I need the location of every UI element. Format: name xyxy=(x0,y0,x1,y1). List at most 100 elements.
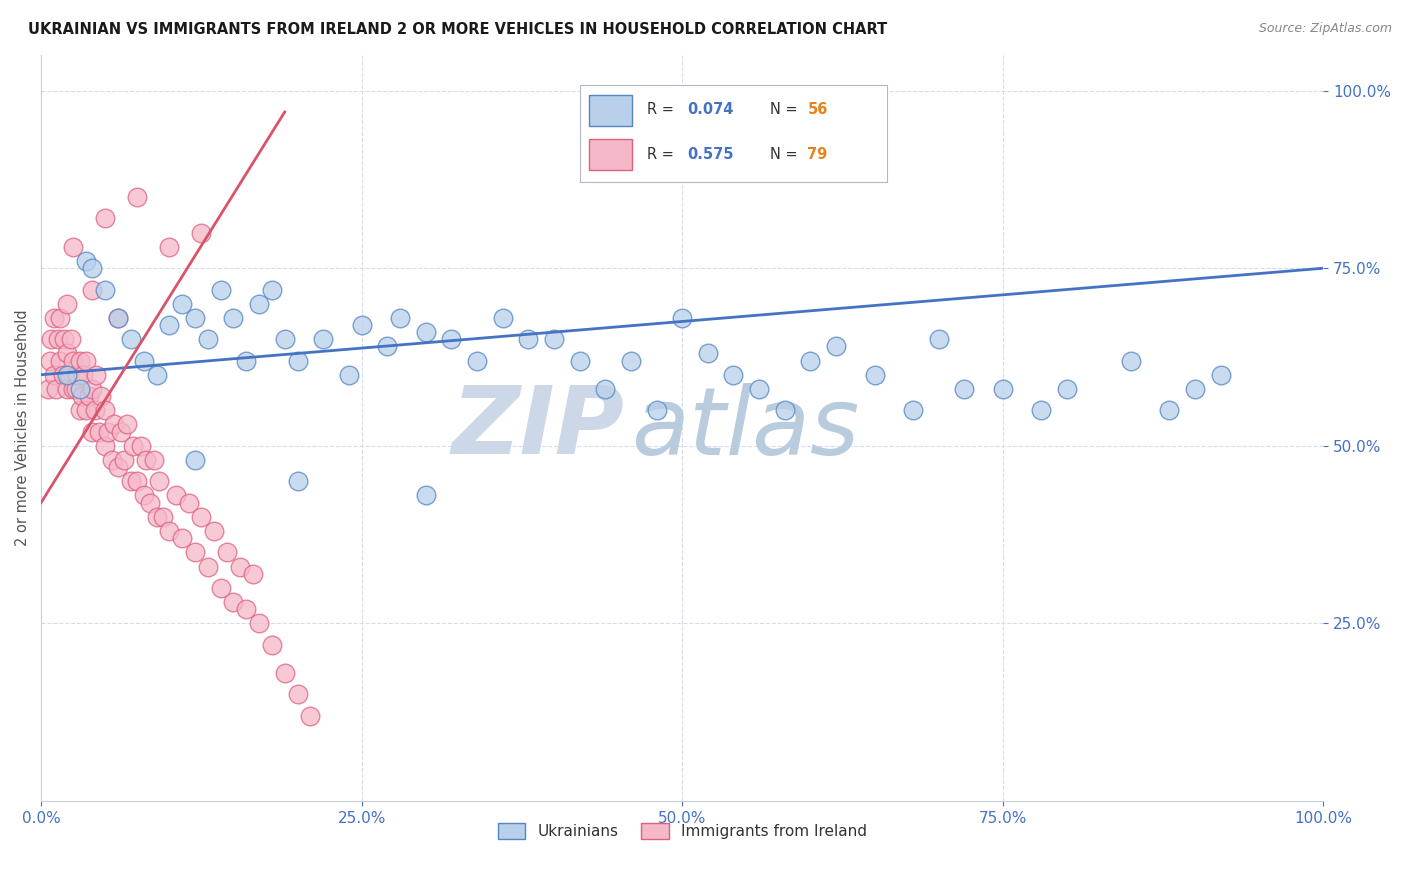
Point xyxy=(75,403,97,417)
Point xyxy=(202,524,225,538)
Point xyxy=(389,310,412,325)
Point xyxy=(115,417,138,432)
Text: atlas: atlas xyxy=(631,383,859,474)
Point xyxy=(75,353,97,368)
Point xyxy=(53,332,76,346)
Point xyxy=(172,531,194,545)
Point xyxy=(177,495,200,509)
Point xyxy=(75,254,97,268)
Point xyxy=(671,310,693,325)
Point xyxy=(1056,382,1078,396)
Point xyxy=(274,332,297,346)
Point xyxy=(825,339,848,353)
Point xyxy=(82,261,104,276)
Point xyxy=(82,382,104,396)
Point xyxy=(77,389,100,403)
Point xyxy=(415,488,437,502)
Point xyxy=(49,310,72,325)
Point xyxy=(127,475,149,489)
Point xyxy=(157,318,180,332)
Point xyxy=(62,240,84,254)
Point xyxy=(84,368,107,382)
Point xyxy=(465,353,488,368)
Point xyxy=(132,488,155,502)
Point xyxy=(37,382,59,396)
Point xyxy=(90,389,112,403)
Point xyxy=(42,310,65,325)
Point xyxy=(58,368,80,382)
Point xyxy=(645,403,668,417)
Point xyxy=(190,509,212,524)
Point xyxy=(94,439,117,453)
Point xyxy=(222,595,245,609)
Point xyxy=(145,368,167,382)
Point xyxy=(107,310,129,325)
Point xyxy=(120,475,142,489)
Point xyxy=(184,453,207,467)
Point xyxy=(157,240,180,254)
Point xyxy=(100,453,122,467)
Point xyxy=(59,332,82,346)
Point xyxy=(723,368,745,382)
Point xyxy=(312,332,335,346)
Point xyxy=(69,382,91,396)
Point xyxy=(70,389,93,403)
Point xyxy=(39,353,62,368)
Point xyxy=(568,353,591,368)
Point xyxy=(122,439,145,453)
Point xyxy=(337,368,360,382)
Point xyxy=(145,509,167,524)
Point xyxy=(107,310,129,325)
Point xyxy=(197,559,219,574)
Text: ZIP: ZIP xyxy=(451,382,624,474)
Point xyxy=(103,417,125,432)
Point xyxy=(69,403,91,417)
Point xyxy=(184,545,207,559)
Point xyxy=(65,382,87,396)
Point xyxy=(55,346,77,360)
Point xyxy=(375,339,398,353)
Point xyxy=(235,602,257,616)
Point xyxy=(1159,403,1181,417)
Point xyxy=(72,368,94,382)
Point xyxy=(1031,403,1053,417)
Point xyxy=(148,475,170,489)
Point xyxy=(82,425,104,439)
Point xyxy=(260,283,283,297)
Point xyxy=(440,332,463,346)
Point xyxy=(46,332,69,346)
Point xyxy=(953,382,976,396)
Point xyxy=(543,332,565,346)
Point xyxy=(45,382,67,396)
Point xyxy=(773,403,796,417)
Point xyxy=(209,581,232,595)
Point xyxy=(114,453,136,467)
Point xyxy=(94,211,117,226)
Point xyxy=(62,353,84,368)
Point xyxy=(593,382,616,396)
Point xyxy=(696,346,718,360)
Point xyxy=(260,638,283,652)
Point xyxy=(350,318,373,332)
Point xyxy=(863,368,886,382)
Point xyxy=(247,296,270,310)
Point xyxy=(127,190,149,204)
Point xyxy=(287,475,309,489)
Point xyxy=(55,368,77,382)
Point xyxy=(107,460,129,475)
Point xyxy=(132,353,155,368)
Point xyxy=(209,283,232,297)
Point xyxy=(1119,353,1142,368)
Point xyxy=(84,403,107,417)
Point xyxy=(190,226,212,240)
Point xyxy=(1184,382,1206,396)
Point xyxy=(87,425,110,439)
Point xyxy=(97,425,120,439)
Point xyxy=(135,453,157,467)
Point xyxy=(66,368,89,382)
Point xyxy=(94,403,117,417)
Point xyxy=(415,325,437,339)
Point xyxy=(41,332,63,346)
Point xyxy=(517,332,540,346)
Text: UKRAINIAN VS IMMIGRANTS FROM IRELAND 2 OR MORE VEHICLES IN HOUSEHOLD CORRELATION: UKRAINIAN VS IMMIGRANTS FROM IRELAND 2 O… xyxy=(28,22,887,37)
